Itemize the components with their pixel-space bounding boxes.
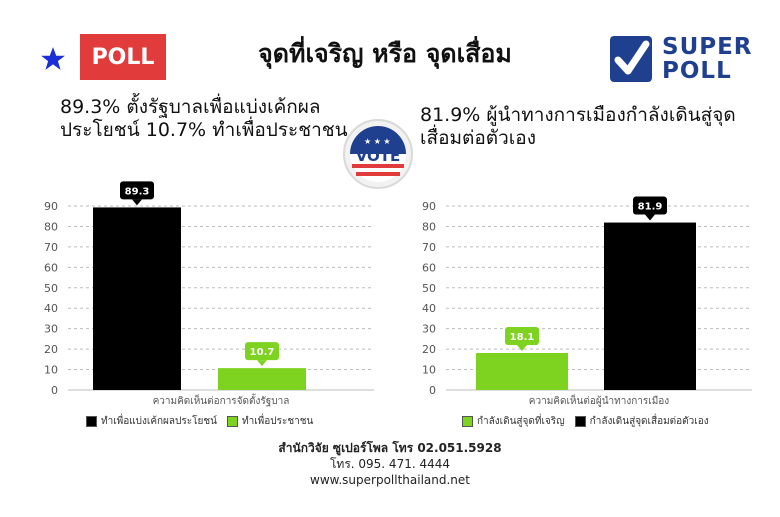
government-formation-chart-svg: 0 10 20 30 40 50 60 70 80 90 89.3 10.7 ความคิดเห็นต่… <box>44 181 374 407</box>
political-leader-chart-svg: 0 10 20 30 40 50 60 70 80 90 18.1 81.9 ความคิดเห็นต่… <box>422 196 752 407</box>
data-label: 10.7 <box>250 347 275 358</box>
y-tick-label: 0 <box>51 384 58 397</box>
data-label-pointer <box>645 214 655 221</box>
leader-chart-legend: กำลังเดินสู่จุดที่เจริญ กำลังเดินสู่จุดเ… <box>462 414 709 429</box>
y-tick-label: 20 <box>422 343 436 356</box>
bar <box>604 222 696 390</box>
footer-line-2: โทร. 095. 471. 4444 <box>329 457 451 471</box>
y-tick-label: 20 <box>44 343 58 356</box>
logo-text-poll: POLL <box>662 58 732 84</box>
data-label-box <box>120 181 154 200</box>
y-tick-label: 60 <box>44 261 58 274</box>
data-label-box <box>633 196 667 215</box>
data-label-pointer <box>257 360 267 367</box>
y-tick-label: 50 <box>422 282 436 295</box>
y-tick-label: 30 <box>422 323 436 336</box>
data-label-box <box>505 326 539 345</box>
footer-line-1: สำนักวิจัย ซูเปอร์โพล โทร 02.051.5928 <box>278 441 502 455</box>
footer-line-3: www.superpollthailand.net <box>310 473 470 487</box>
data-label-pointer <box>132 199 142 206</box>
bar <box>218 368 306 390</box>
legend-item: ทำเพื่อประชาชน <box>227 414 313 429</box>
legend-swatch-black <box>574 416 586 427</box>
y-tick-label: 80 <box>422 220 436 233</box>
x-axis-label: ความคิดเห็นต่อผู้นำทางการเมือง <box>529 393 669 407</box>
y-tick-label: 30 <box>44 323 58 336</box>
legend-label: กำลังเดินสู่จุดเสื่อมต่อตัวเอง <box>589 416 709 427</box>
y-tick-label: 10 <box>44 364 58 377</box>
bar <box>93 207 181 390</box>
y-tick-label: 70 <box>422 241 436 254</box>
bar <box>476 352 568 390</box>
political-leader-chart: 0 10 20 30 40 50 60 70 80 90 18.1 81.9 ความคิดเห็นต่… <box>400 176 760 420</box>
legend-item: ทำเพื่อแบ่งเค้กผลประโยชน์ <box>86 414 217 429</box>
y-tick-label: 50 <box>44 282 58 295</box>
logo-text-super: SUPER <box>662 34 753 60</box>
legend-swatch-green <box>227 416 238 427</box>
y-tick-label: 40 <box>422 302 436 315</box>
y-tick-label: 60 <box>422 261 436 274</box>
superpoll-logo: SUPER POLL <box>610 34 760 86</box>
legend-item: กำลังเดินสู่จุดเสื่อมต่อตัวเอง <box>574 414 709 429</box>
footer-contact: สำนักวิจัย ซูเปอร์โพล โทร 02.051.5928 โท… <box>0 440 780 488</box>
data-label-box <box>245 342 279 361</box>
legend-item: กำลังเดินสู่จุดที่เจริญ <box>462 414 565 429</box>
data-label: 18.1 <box>510 332 535 343</box>
legend-swatch-black <box>86 416 97 427</box>
data-label: 89.3 <box>125 186 150 197</box>
government-chart-legend: ทำเพื่อแบ่งเค้กผลประโยชน์ ทำเพื่อประชาชน <box>86 414 313 429</box>
page-title: จุดที่เจริญ หรือ จุดเสื่อม <box>258 39 512 68</box>
svg-text:★ ★ ★: ★ ★ ★ <box>364 137 391 146</box>
vote-badge-icon: VOTE ★ ★ ★ <box>343 119 413 189</box>
y-tick-label: 90 <box>422 200 436 213</box>
government-formation-chart: 0 10 20 30 40 50 60 70 80 90 89.3 10.7 ความคิดเห็นต่… <box>22 176 382 420</box>
y-tick-label: 80 <box>44 220 58 233</box>
x-axis-label: ความคิดเห็นต่อการจัดตั้งรัฐบาล <box>153 393 290 407</box>
right-chart-heading: 81.9% ผู้นำทางการเมืองกำลังเดินสู่จุดเสื… <box>420 104 736 149</box>
y-tick-label: 40 <box>44 302 58 315</box>
y-tick-label: 10 <box>422 364 436 377</box>
y-tick-label: 70 <box>44 241 58 254</box>
data-label: 81.9 <box>638 202 663 213</box>
y-tick-label: 90 <box>44 200 58 213</box>
left-chart-heading: 89.3% ตั้งรัฐบาลเพื่อแบ่งเค้กผลประโยชน์ … <box>60 96 348 141</box>
legend-label: ทำเพื่อประชาชน <box>242 416 314 427</box>
check-icon <box>610 36 652 82</box>
legend-swatch-green <box>462 416 473 427</box>
legend-label: ทำเพื่อแบ่งเค้กผลประโยชน์ <box>101 416 217 427</box>
data-label-pointer <box>517 344 527 351</box>
star-icon <box>41 47 65 70</box>
y-tick-label: 0 <box>429 384 436 397</box>
legend-label: กำลังเดินสู่จุดที่เจริญ <box>477 416 565 427</box>
vote-text: VOTE <box>356 147 401 165</box>
poll-badge: POLL <box>80 34 166 80</box>
